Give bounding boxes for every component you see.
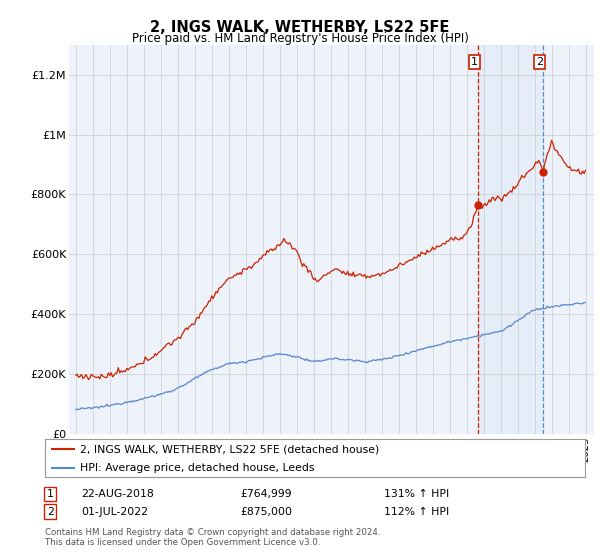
Text: £875,000: £875,000 xyxy=(240,507,292,517)
Text: Contains HM Land Registry data © Crown copyright and database right 2024.
This d: Contains HM Land Registry data © Crown c… xyxy=(45,528,380,547)
Bar xyxy=(478,45,543,434)
Text: 2: 2 xyxy=(47,507,53,517)
Text: £764,999: £764,999 xyxy=(240,489,292,499)
Text: 112% ↑ HPI: 112% ↑ HPI xyxy=(384,507,449,517)
Text: HPI: Average price, detached house, Leeds: HPI: Average price, detached house, Leed… xyxy=(80,463,314,473)
Text: 22-AUG-2018: 22-AUG-2018 xyxy=(81,489,154,499)
Text: 1: 1 xyxy=(471,57,478,67)
Text: 1: 1 xyxy=(47,489,53,499)
Text: Price paid vs. HM Land Registry's House Price Index (HPI): Price paid vs. HM Land Registry's House … xyxy=(131,32,469,45)
Text: 2, INGS WALK, WETHERBY, LS22 5FE (detached house): 2, INGS WALK, WETHERBY, LS22 5FE (detach… xyxy=(80,444,379,454)
Text: 2: 2 xyxy=(536,57,543,67)
Text: 01-JUL-2022: 01-JUL-2022 xyxy=(81,507,148,517)
Text: 131% ↑ HPI: 131% ↑ HPI xyxy=(384,489,449,499)
Text: 2, INGS WALK, WETHERBY, LS22 5FE: 2, INGS WALK, WETHERBY, LS22 5FE xyxy=(151,20,449,35)
